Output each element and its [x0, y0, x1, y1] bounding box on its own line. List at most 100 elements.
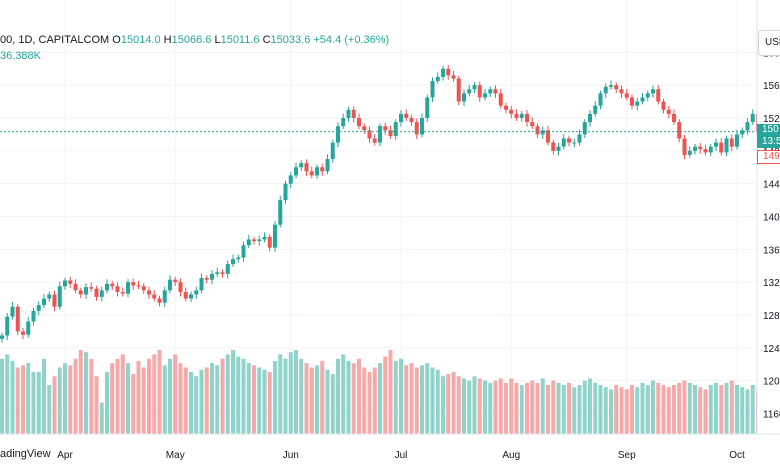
- candle-body: [693, 146, 697, 151]
- last-price-badge: 150 13:5: [757, 123, 780, 148]
- candle-body: [551, 142, 556, 151]
- candle-body: [388, 130, 393, 137]
- volume-bar: [126, 363, 130, 434]
- price-tick-label: 1400: [763, 212, 780, 223]
- candle-body: [645, 93, 650, 98]
- volume-bar: [598, 385, 603, 434]
- candle-body: [640, 97, 645, 102]
- ohlc-legend: 00, 1D, CAPITALCOM O15014.0 H15066.6 L15…: [0, 34, 389, 46]
- price-tick-label: 1280: [763, 311, 780, 322]
- volume-bar: [283, 358, 288, 434]
- volume-bar: [556, 382, 561, 434]
- volume-bar: [514, 382, 519, 434]
- volume-bar: [614, 385, 619, 434]
- volume-bar: [409, 363, 414, 434]
- candle-body: [703, 149, 708, 153]
- volume-bar: [567, 382, 571, 434]
- candle-body: [425, 97, 430, 118]
- volume-bar: [147, 358, 151, 434]
- volume-bar: [698, 387, 703, 434]
- price-axis-panel[interactable]: [757, 0, 780, 434]
- volume-bar: [703, 389, 708, 434]
- candle-body: [126, 282, 130, 294]
- brand-footer: adingView: [0, 448, 51, 460]
- volume-bar: [246, 363, 251, 434]
- candle-body: [5, 316, 10, 336]
- candle-body: [404, 113, 409, 118]
- volume-bar: [588, 378, 592, 434]
- currency-selector[interactable]: USD: [758, 30, 780, 56]
- candle-body: [152, 294, 157, 299]
- volume-bar: [94, 376, 99, 434]
- volume-bar: [299, 358, 304, 434]
- candle-body: [115, 286, 120, 292]
- volume-bar: [194, 376, 199, 434]
- candle-body: [351, 109, 356, 118]
- price-tick-label: 1320: [763, 278, 780, 289]
- candle-body: [456, 78, 461, 102]
- candle-body: [530, 122, 535, 127]
- volume-bar: [540, 378, 545, 434]
- volume-bar: [624, 389, 629, 434]
- candle-body: [719, 142, 724, 153]
- volume-bar: [5, 354, 10, 434]
- candle-body: [315, 167, 319, 176]
- volume-bar: [220, 358, 225, 434]
- volume-bar: [430, 367, 435, 434]
- candle-body: [614, 85, 619, 90]
- volume-bar: [189, 371, 193, 434]
- volume-bar: [577, 385, 582, 434]
- candle-body: [651, 89, 655, 94]
- volume-bar: [273, 360, 277, 434]
- volume-bar: [472, 376, 477, 434]
- price-tick-label: 1200: [763, 377, 780, 388]
- candle-body: [168, 279, 172, 291]
- volume-bar: [404, 365, 409, 434]
- volume-bar: [309, 367, 314, 434]
- price-tick-label: 1240: [763, 344, 780, 355]
- volume-bar: [672, 385, 676, 434]
- candle-body: [183, 291, 188, 299]
- volume-legend: 36.388K: [0, 50, 41, 62]
- candle-body: [488, 89, 493, 94]
- candle-body: [735, 134, 739, 147]
- candle-body: [162, 290, 167, 303]
- volume-bar: [378, 363, 382, 434]
- volume-bar: [372, 367, 377, 434]
- candle-body: [498, 93, 503, 106]
- candle-body: [593, 105, 598, 114]
- volume-bar: [183, 367, 188, 434]
- volume-bar: [131, 374, 136, 434]
- candle-body: [572, 142, 577, 144]
- volume-bar: [210, 363, 214, 434]
- volume-bar: [393, 360, 398, 434]
- candle-body: [141, 286, 146, 291]
- volume-bar: [42, 358, 46, 434]
- candle-body: [84, 287, 88, 295]
- volume-bar: [425, 363, 430, 434]
- volume-bar: [498, 378, 503, 434]
- candle-body: [0, 335, 4, 339]
- countdown-value: 13:5: [762, 135, 780, 147]
- volume-bar: [561, 385, 566, 434]
- volume-bar: [320, 360, 325, 434]
- price-tick-label: 1360: [763, 245, 780, 256]
- volume-bar: [26, 363, 31, 434]
- candle-body: [288, 175, 293, 184]
- volume-bar: [735, 385, 739, 434]
- volume-bar: [677, 382, 682, 434]
- candle-body: [435, 76, 440, 82]
- volume-bar: [719, 385, 724, 434]
- candle-body: [509, 109, 514, 114]
- volume-bar: [551, 380, 556, 434]
- candle-body: [110, 283, 115, 287]
- candle-body: [698, 146, 703, 150]
- volume-bar: [10, 360, 15, 434]
- candle-body: [740, 130, 745, 135]
- volume-bar: [462, 378, 466, 434]
- candle-body: [147, 290, 151, 295]
- volume-bar: [157, 350, 162, 434]
- volume-bar: [63, 363, 67, 434]
- high-value: 15066.6: [171, 34, 212, 46]
